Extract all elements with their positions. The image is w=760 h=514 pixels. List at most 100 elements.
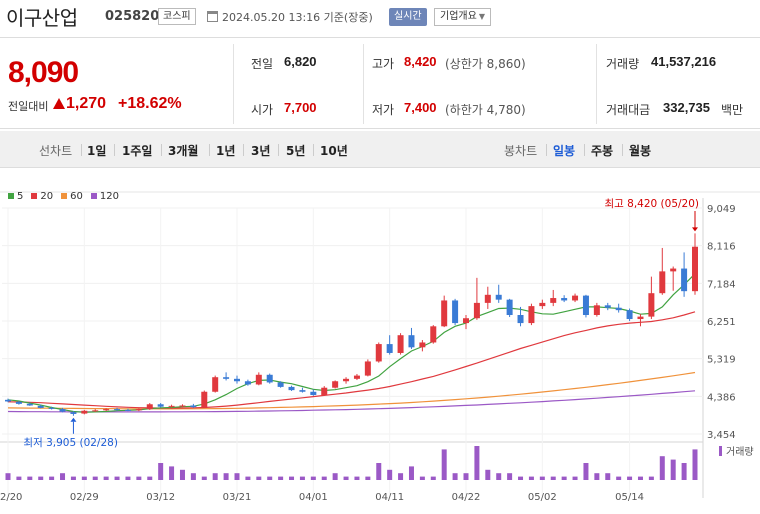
volume-bar <box>343 476 349 480</box>
candle-body <box>299 390 306 392</box>
candle-body <box>70 412 77 414</box>
volume-bar <box>256 476 262 480</box>
open-label: 시가 <box>251 103 274 117</box>
period-10y[interactable]: 10년 <box>320 144 348 158</box>
candle-body <box>550 298 557 303</box>
ma-line-60 <box>7 371 696 410</box>
candle-body <box>81 410 88 414</box>
volume-bar <box>572 476 578 480</box>
candle-body <box>92 410 99 412</box>
legend-swatch <box>31 193 38 199</box>
y-tick-label: 9,049 <box>707 204 736 215</box>
candle-body <box>223 377 230 379</box>
separator <box>546 144 547 156</box>
period-3y[interactable]: 3년 <box>251 144 271 158</box>
ma-line-20 <box>7 311 696 409</box>
legend-label: 5 <box>17 191 24 202</box>
candle-body <box>441 300 448 327</box>
volume-bar <box>408 466 414 480</box>
candle-body <box>157 404 164 407</box>
volume-bar <box>637 476 643 480</box>
chart-canvas[interactable]: 9,049 8,116 7,184 6,251 5,319 4,386 3,454 02/20… <box>0 168 760 514</box>
volume-bar <box>299 476 305 480</box>
prev-close-value: 6,820 <box>284 54 317 69</box>
candle-body <box>375 344 382 362</box>
legend-swatch <box>8 193 14 199</box>
max-price-label: 최고 8,420 (05/20) <box>604 198 699 210</box>
volume-value: 41,537,216 <box>651 54 717 69</box>
candle-body <box>517 315 524 324</box>
volume-bar <box>103 476 109 480</box>
period-1w[interactable]: 1주일 <box>122 144 153 158</box>
candle-body <box>332 381 339 388</box>
line-chart-label[interactable]: 선차트 <box>39 144 73 158</box>
candle-monthly[interactable]: 월봉 <box>629 144 652 158</box>
candle-body <box>659 271 666 294</box>
legend-item: 20 <box>31 191 53 202</box>
volume-bar <box>648 476 654 480</box>
volume-legend-label: 거래량 <box>726 446 754 458</box>
volume-bar <box>158 463 164 480</box>
candle-chart-label[interactable]: 봉차트 <box>504 144 538 158</box>
candle-weekly[interactable]: 주봉 <box>591 144 614 158</box>
period-5y[interactable]: 5년 <box>286 144 306 158</box>
candle-body <box>212 377 219 392</box>
x-tick-label: 05/14 <box>615 492 644 503</box>
divider <box>363 44 364 124</box>
quote-panel: 8,090 전일대비 1,270 +18.62% 전일 6,820 시가 7,7… <box>0 37 760 129</box>
candle-daily[interactable]: 일봉 <box>553 144 576 158</box>
volume-bar <box>234 473 240 480</box>
volume-bar <box>201 476 207 480</box>
candle-body <box>561 298 568 301</box>
volume-bar <box>354 476 360 480</box>
candle-body <box>321 387 328 395</box>
volume-bar <box>605 473 611 480</box>
volume-bar <box>474 446 480 480</box>
period-3m[interactable]: 3개월 <box>168 144 199 158</box>
candle-body <box>135 409 142 411</box>
up-triangle-icon <box>53 98 65 109</box>
volume-bar <box>125 476 131 480</box>
volume-bar <box>136 476 142 480</box>
volume-bar <box>496 473 502 480</box>
y-tick-label: 8,116 <box>707 242 736 253</box>
period-1d[interactable]: 1일 <box>87 144 107 158</box>
candle-body <box>582 295 589 316</box>
volume-bar <box>594 473 600 480</box>
ma-line-120 <box>7 390 696 413</box>
calendar-icon <box>207 11 218 22</box>
volume-bar <box>212 473 218 480</box>
high-value: 8,420 <box>404 54 437 69</box>
legend-swatch <box>90 193 97 199</box>
y-tick-label: 4,386 <box>707 392 736 403</box>
legend-swatch <box>61 193 68 199</box>
candle-body <box>572 295 579 301</box>
quote-datetime: 2024.05.20 13:16 기준(장중) <box>222 11 373 24</box>
legend-item: 120 <box>90 191 119 202</box>
volume-bar <box>518 476 524 480</box>
volume-bar <box>16 476 22 480</box>
realtime-button[interactable]: 실시간 <box>389 8 427 26</box>
volume-bar <box>49 476 55 480</box>
volume-bar <box>38 476 44 480</box>
candle-body <box>26 403 33 406</box>
separator <box>584 144 585 156</box>
low-value: 7,400 <box>404 100 437 115</box>
low-label: 저가 <box>372 103 395 117</box>
company-info-dropdown[interactable]: 기업개요 ▼ <box>434 8 491 26</box>
x-tick-label: 04/01 <box>299 492 328 503</box>
x-tick-label: 04/22 <box>452 492 481 503</box>
volume-bar <box>485 469 491 480</box>
separator <box>278 144 279 156</box>
volume-bar <box>659 456 665 480</box>
volume-bar <box>550 476 556 480</box>
chevron-down-icon: ▼ <box>478 12 485 21</box>
period-1y[interactable]: 1년 <box>216 144 236 158</box>
volume-bar <box>627 476 633 480</box>
candle-body <box>593 305 600 316</box>
separator <box>243 144 244 156</box>
volume-bar <box>27 476 33 480</box>
candle-body <box>506 299 513 316</box>
high-label: 고가 <box>372 57 395 71</box>
candle-body <box>114 409 121 411</box>
